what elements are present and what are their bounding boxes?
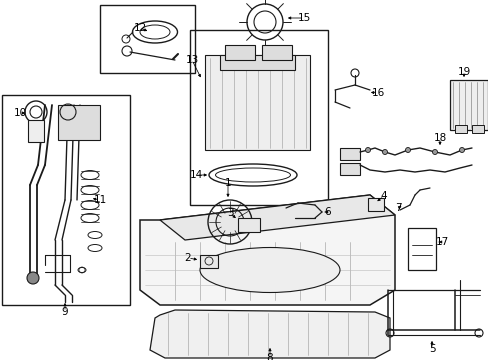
Text: 10: 10 bbox=[13, 108, 26, 118]
Text: 4: 4 bbox=[380, 191, 386, 201]
Text: 12: 12 bbox=[133, 23, 146, 33]
Polygon shape bbox=[150, 310, 389, 358]
Polygon shape bbox=[449, 80, 487, 130]
Bar bbox=[224, 45, 254, 60]
Bar bbox=[238, 218, 260, 232]
Text: 9: 9 bbox=[61, 307, 68, 317]
Text: 18: 18 bbox=[432, 133, 446, 143]
Bar bbox=[28, 120, 44, 142]
Circle shape bbox=[27, 272, 39, 284]
Circle shape bbox=[365, 148, 370, 153]
Bar bbox=[190, 30, 327, 205]
Text: 2: 2 bbox=[184, 253, 191, 263]
Polygon shape bbox=[204, 55, 309, 150]
Text: 17: 17 bbox=[434, 237, 447, 247]
Circle shape bbox=[405, 148, 409, 153]
Polygon shape bbox=[220, 55, 294, 70]
Text: 15: 15 bbox=[297, 13, 310, 23]
Text: 5: 5 bbox=[428, 344, 434, 354]
Bar bbox=[407, 228, 435, 270]
Text: 6: 6 bbox=[324, 207, 331, 217]
Bar bbox=[339, 148, 359, 160]
Circle shape bbox=[431, 149, 437, 154]
Bar bbox=[100, 5, 195, 73]
Ellipse shape bbox=[200, 248, 339, 292]
Text: 19: 19 bbox=[456, 67, 469, 77]
Bar bbox=[454, 125, 466, 133]
Bar bbox=[262, 45, 291, 60]
Text: 13: 13 bbox=[185, 55, 198, 65]
Polygon shape bbox=[140, 195, 394, 305]
Bar bbox=[367, 198, 383, 211]
Polygon shape bbox=[58, 105, 100, 140]
Bar bbox=[200, 255, 218, 268]
Circle shape bbox=[382, 149, 386, 154]
Bar bbox=[2, 95, 130, 305]
Text: 1: 1 bbox=[224, 178, 231, 188]
Text: 16: 16 bbox=[370, 88, 384, 98]
Circle shape bbox=[459, 148, 464, 153]
Bar bbox=[339, 163, 359, 175]
Polygon shape bbox=[160, 195, 394, 240]
Bar bbox=[471, 125, 483, 133]
Text: 3: 3 bbox=[226, 208, 233, 218]
Text: 8: 8 bbox=[266, 353, 273, 360]
Text: 14: 14 bbox=[189, 170, 202, 180]
Text: 11: 11 bbox=[93, 195, 106, 205]
Text: 7: 7 bbox=[394, 203, 401, 213]
